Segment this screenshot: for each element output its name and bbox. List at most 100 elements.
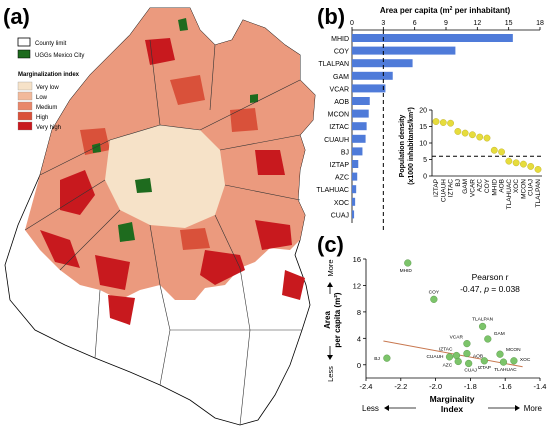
green-areas: [92, 18, 258, 242]
scatter-y-tick-label: 8: [357, 308, 361, 317]
x-arrow-right-head: [515, 405, 520, 411]
y-direction-less: Less: [326, 366, 335, 382]
density-point: [476, 133, 484, 141]
density-category-label: TLAHUAC: [506, 179, 513, 210]
bar-chart: 0 3 6 9 12 15 18MHIDCOYTLALPANGAMVCARAOBMCONIZ…: [316, 20, 544, 231]
bar: [352, 134, 366, 143]
bar-category-label: COY: [334, 49, 350, 56]
scatter-point-label: MHID: [400, 268, 413, 274]
legend-marginalization-title: Marginalization index: [18, 72, 80, 78]
marginalization-level-label: Very low: [36, 85, 59, 91]
marginalization-level-label: High: [36, 115, 48, 121]
bar-category-label: TLAHUAC: [316, 187, 349, 194]
density-category-label: IZTAP: [433, 179, 440, 197]
scatter-point-label: COY: [429, 289, 440, 295]
scatter-point: [480, 357, 488, 365]
scatter-y-axis-label-line1: Area: [323, 311, 332, 329]
density-category-label: IZTAC: [448, 179, 455, 198]
scatter-point: [404, 259, 412, 267]
marginalization-level-label: Low: [36, 95, 48, 101]
county-lines: [24, 39, 302, 426]
bar-category-label: AZC: [335, 175, 349, 182]
scatter-y-tick-label: 0: [357, 361, 361, 370]
map-panel: County limit UGGs Mexico City Marginaliz…: [3, 4, 316, 426]
scatter-point-label: GAM: [494, 331, 505, 337]
scatter-chart: 0 4 8 12 16 -2.4 -2.2 -2.0 -1.8 -1.6 -1.4 MHID COY TL…: [323, 255, 546, 414]
scatter-point: [463, 349, 471, 358]
marginalization-swatch: [17, 81, 33, 91]
density-category-label: MHID: [491, 179, 498, 196]
scatter-point-label: AOB: [473, 354, 483, 360]
bar-category-label: VCAR: [330, 86, 349, 93]
bar: [352, 197, 356, 206]
bar-category-label: BJ: [341, 149, 349, 156]
density-point: [469, 131, 476, 139]
marginalization-level-label: Very high: [36, 125, 61, 131]
bar-x-tick-label: 12: [473, 20, 481, 27]
density-y-tick-label: 5: [423, 157, 427, 164]
bar-category-label: CUAJ: [331, 212, 349, 219]
density-category-label: BJ: [455, 179, 462, 187]
bar-category-label: TLALPAN: [318, 61, 349, 68]
scatter-x-tick-label: -1.8: [464, 382, 477, 391]
scatter-point: [445, 353, 454, 361]
bar-category-label: MHID: [331, 36, 349, 43]
x-direction-less: Less: [362, 404, 379, 413]
scatter-point: [454, 357, 462, 366]
scatter-point: [484, 335, 492, 343]
scatter-point: [496, 350, 504, 358]
marginalization-swatch: [17, 101, 33, 111]
bar-x-tick-label: 18: [536, 20, 544, 27]
bar: [352, 172, 358, 181]
density-y-tick-label: 0: [423, 174, 427, 181]
legend-county-limit: County limit: [35, 41, 67, 47]
density-category-label: CUAUH: [440, 179, 447, 202]
y-direction-more: More: [326, 259, 335, 276]
density-point: [461, 129, 469, 137]
density-point: [432, 118, 440, 125]
scatter-point-label: BJ: [374, 356, 380, 362]
pearson-annotation-line1: Pearson r: [472, 272, 509, 282]
density-y-tick-label: 20: [419, 108, 427, 115]
density-point: [527, 163, 535, 170]
scatter-trend-line: [383, 340, 523, 368]
bar-chart-title: Area per capita (m2 per inhabitant): [380, 6, 511, 15]
marginalization-swatch: [17, 91, 33, 101]
x-direction-more: More: [524, 404, 543, 413]
scatter-x-tick-label: -2.2: [394, 382, 407, 391]
density-category-label: XOC: [513, 179, 520, 193]
scatter-x-tick-label: -1.6: [499, 382, 512, 391]
bar: [352, 97, 370, 105]
density-y-tick-label: 10: [419, 141, 427, 148]
panel-label-b: (b): [317, 4, 345, 29]
scatter-x-tick-label: -1.4: [534, 382, 547, 391]
scatter-point: [499, 358, 508, 366]
bar-category-label: CUAUH: [324, 137, 349, 144]
density-category-label: COY: [484, 178, 491, 193]
bar-x-tick-label: 15: [505, 20, 513, 27]
density-category-label: TLALPAN: [535, 179, 542, 208]
bar-x-tick-label: 6: [413, 20, 417, 27]
density-category-label: VCAR: [469, 179, 476, 197]
marginalization-swatch: [17, 111, 33, 121]
bar-category-label: GAM: [333, 74, 349, 81]
y-arrow-up-head: [327, 282, 333, 287]
density-chart: 0 5 10 15 20 IZTAP CUAUH IZTAC BJ GAM VCAR AZC COY MH…: [399, 107, 542, 209]
scatter-x-axis-label-line1: Marginality: [430, 394, 475, 404]
scatter-point-label: XOC: [520, 357, 531, 363]
scatter-point-label: IZTAC: [439, 347, 453, 353]
scatter-y-tick-label: 12: [353, 281, 361, 290]
scatter-point-label: CUAUH: [426, 354, 444, 360]
scatter-point-label: TLALPAN: [472, 316, 494, 322]
scatter-point: [430, 295, 438, 303]
bar-category-label: IZTAP: [330, 162, 350, 169]
scatter-y-tick-label: 16: [353, 255, 361, 264]
bar: [352, 160, 359, 168]
y-arrow-down-head: [327, 355, 333, 360]
bar: [352, 46, 456, 55]
scatter-point-label: VCAR: [450, 335, 464, 341]
scatter-x-tick-label: -2.4: [360, 382, 373, 391]
bar: [352, 59, 413, 68]
scatter-point-label: MCON: [506, 347, 521, 353]
scatter-point-label: TLAHUAC: [494, 367, 517, 373]
